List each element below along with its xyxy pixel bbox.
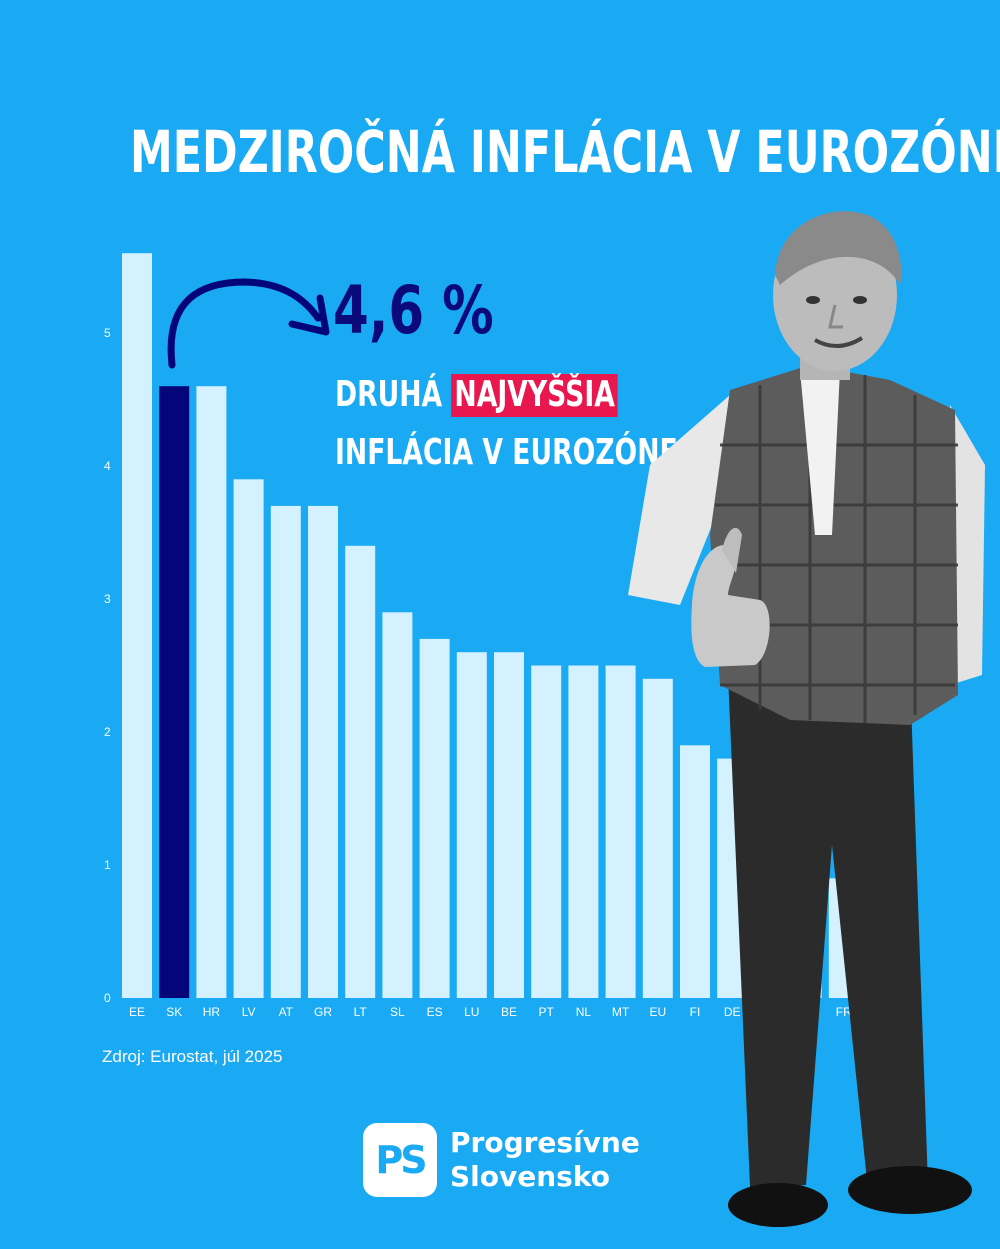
logo-line1: Progresívne xyxy=(450,1126,640,1159)
x-tick-label: LV xyxy=(242,1005,256,1019)
bar-pt xyxy=(531,665,562,998)
y-tick-label: 2 xyxy=(104,725,111,739)
callout-highlight: NAJVYŠŠIA xyxy=(451,374,618,417)
bar-es xyxy=(419,638,450,998)
x-tick-label: MT xyxy=(612,1005,630,1019)
x-tick-label: AT xyxy=(279,1005,294,1019)
x-tick-label: DE xyxy=(724,1005,741,1019)
bar-at xyxy=(270,505,301,998)
bar-be xyxy=(494,652,524,998)
bar-gr xyxy=(308,505,338,998)
bar-mt xyxy=(605,665,636,998)
bar-lu xyxy=(456,652,487,998)
bar-fi xyxy=(680,745,710,998)
x-tick-label: GR xyxy=(314,1005,332,1019)
bar-eu xyxy=(642,678,673,998)
x-tick-label: PT xyxy=(539,1005,555,1019)
logo-line2: Slovensko xyxy=(450,1160,610,1193)
x-tick-label: LT xyxy=(354,1005,368,1019)
bar-nl xyxy=(568,665,599,998)
arrow-icon xyxy=(167,278,322,369)
y-tick-label: 1 xyxy=(104,858,111,872)
bar-sl xyxy=(382,612,413,998)
source-note: Zdroj: Eurostat, júl 2025 xyxy=(102,1047,283,1066)
x-tick-label: LU xyxy=(464,1005,479,1019)
x-tick-label: SK xyxy=(166,1005,182,1019)
bar-lt xyxy=(345,545,376,998)
highlight-value: 4,6 % xyxy=(333,272,494,349)
x-tick-label: EU xyxy=(649,1005,666,1019)
arrowhead-icon xyxy=(288,294,330,336)
y-tick-label: 4 xyxy=(104,459,111,473)
bar-hr xyxy=(196,386,227,998)
y-tick-label: 3 xyxy=(104,592,111,606)
x-tick-label: BE xyxy=(501,1005,517,1019)
x-tick-label: HR xyxy=(203,1005,221,1019)
x-tick-label: FR xyxy=(836,1005,852,1019)
ps-logo-icon: PS xyxy=(363,1123,437,1197)
x-tick-label: SL xyxy=(390,1005,405,1019)
y-tick-label: 0 xyxy=(104,991,111,1005)
logo-wordmark: Progresívne Slovensko xyxy=(450,1126,640,1194)
callout-line2: INFLÁCIA V EUROZÓNE xyxy=(335,432,678,473)
x-tick-label: FI xyxy=(690,1005,701,1019)
callout-headline: DRUHÁ NAJVYŠŠIA INFLÁCIA V EUROZÓNE xyxy=(335,366,678,482)
bar-ee xyxy=(122,253,152,998)
bar-sk xyxy=(159,386,190,998)
x-tick-label: ES xyxy=(427,1005,443,1019)
x-tick-label: NL xyxy=(576,1005,592,1019)
y-tick-label: 5 xyxy=(104,326,111,340)
callout-line1-prefix: DRUHÁ xyxy=(335,374,443,415)
x-tick-label: EE xyxy=(129,1005,145,1019)
bar-lv xyxy=(233,479,264,998)
chart-title: MEDZIROČNÁ INFLÁCIA V EUROZÓNE xyxy=(130,118,1000,186)
person-photo xyxy=(628,211,985,1227)
